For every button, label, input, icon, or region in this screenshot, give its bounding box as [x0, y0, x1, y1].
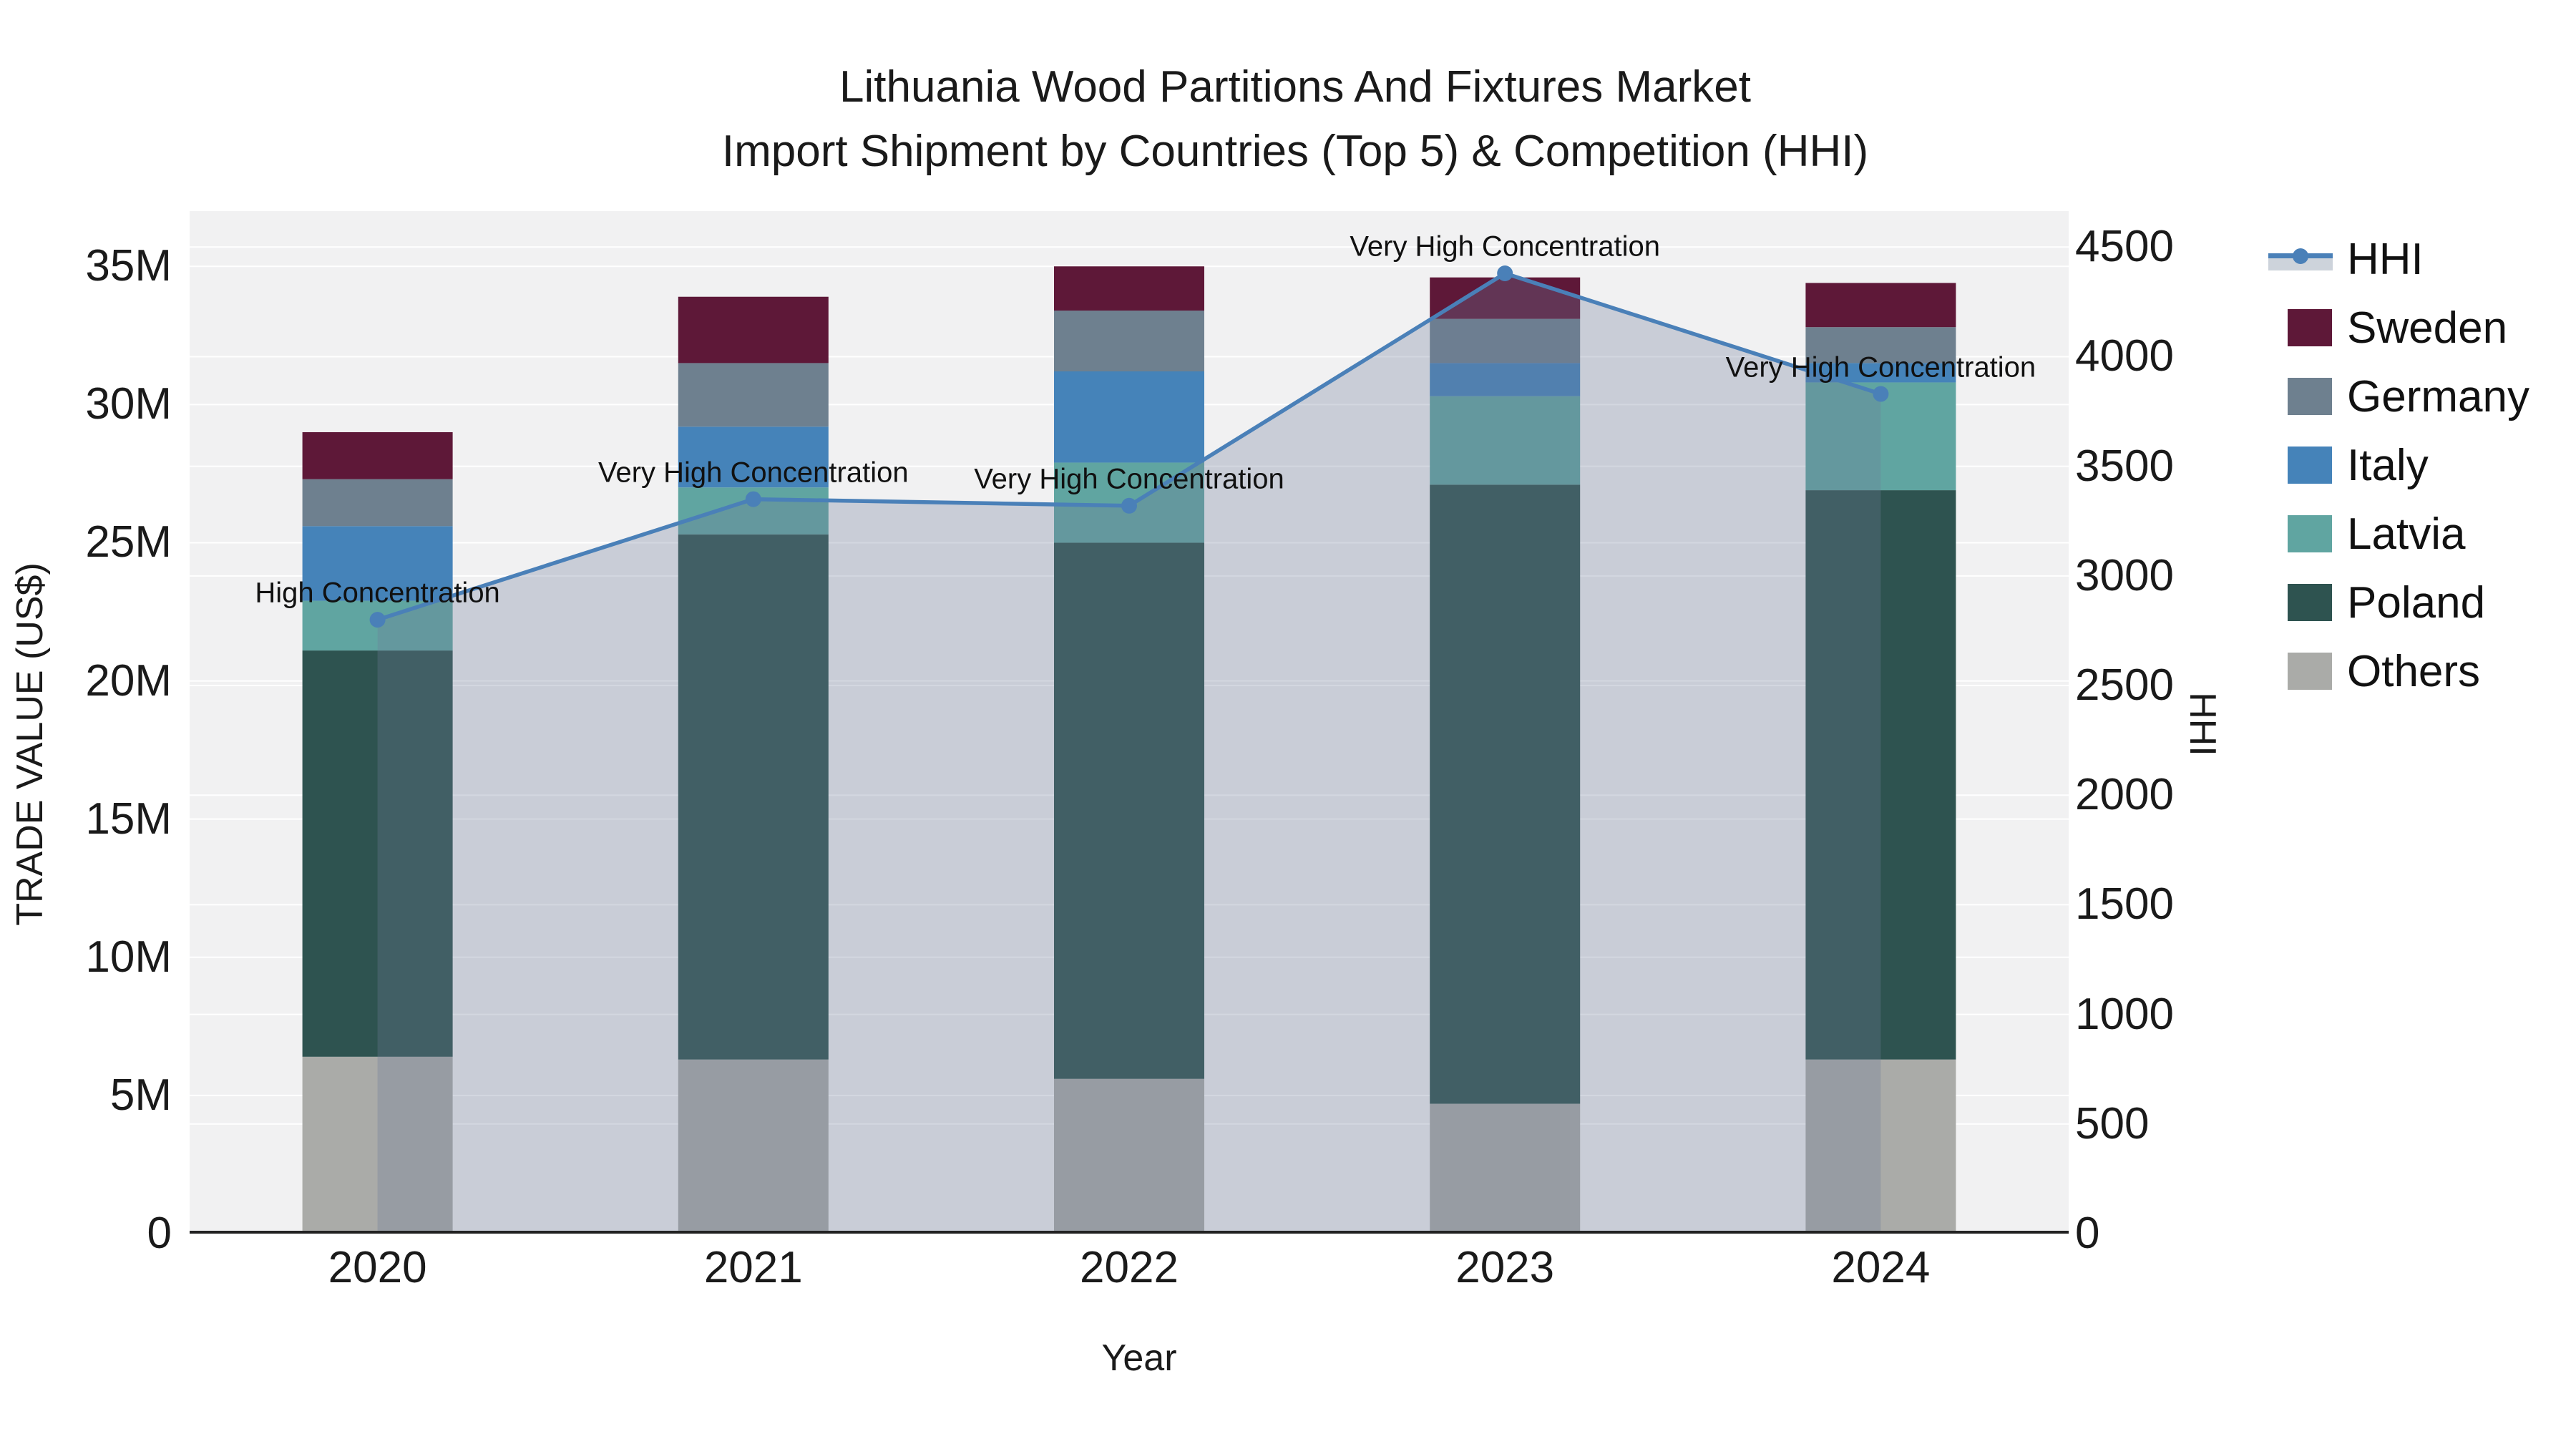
bar-segment-germany-2024 [1805, 327, 1956, 364]
legend-item-poland[interactable]: Poland [2268, 568, 2529, 637]
annotation-2023: Very High Concentration [1350, 230, 1660, 263]
legend-swatch-italy [2288, 447, 2332, 484]
legend-item-others[interactable]: Others [2268, 637, 2529, 706]
bar-segment-poland-2021 [678, 534, 829, 1060]
x-tick-2023: 2023 [1455, 1243, 1555, 1292]
hhi-marker-2020 [369, 612, 386, 628]
bar-segment-sweden-2021 [678, 296, 829, 364]
y-right-tick-1500: 1500 [2075, 879, 2174, 930]
bar-segment-others-2020 [302, 1056, 453, 1234]
legend-label: Others [2347, 646, 2481, 696]
y-left-axis-title: TRADE VALUE (US$) [9, 562, 51, 926]
annotation-2020: High Concentration [255, 577, 500, 609]
legend-item-germany[interactable]: Germany [2268, 362, 2529, 431]
annotation-2022: Very High Concentration [974, 463, 1284, 495]
bar-segment-italy-2020 [302, 526, 453, 601]
bar-segment-germany-2021 [678, 363, 829, 427]
legend-item-hhi[interactable]: HHI [2268, 225, 2529, 293]
bar-segment-others-2022 [1054, 1078, 1204, 1234]
legend-swatch-others [2288, 653, 2332, 690]
legend-swatch-poland [2288, 584, 2332, 621]
chart-title-line2: Import Shipment by Countries (Top 5) & C… [721, 127, 1869, 176]
bar-segment-sweden-2023 [1430, 277, 1581, 319]
chart-title-line1: Lithuania Wood Partitions And Fixtures M… [839, 62, 1751, 112]
x-axis-title: Year [1101, 1337, 1177, 1379]
y-left-tick-35M: 35M [85, 241, 172, 291]
y-left-tick-25M: 25M [85, 517, 172, 567]
y-right-tick-3500: 3500 [2075, 441, 2174, 491]
legend-item-sweden[interactable]: Sweden [2268, 293, 2529, 362]
legend-label: HHI [2347, 234, 2424, 284]
bar-segment-others-2023 [1430, 1103, 1581, 1234]
legend-label: Italy [2347, 440, 2429, 490]
x-tick-2024: 2024 [1831, 1243, 1931, 1292]
bar-segment-germany-2022 [1054, 311, 1204, 372]
y-left-tick-10M: 10M [85, 932, 172, 982]
legend-label: Poland [2347, 577, 2486, 628]
bar-segment-poland-2022 [1054, 542, 1204, 1079]
legend-swatch-latvia [2288, 515, 2332, 552]
hhi-marker-2022 [1121, 497, 1137, 514]
bar-segment-latvia-2023 [1430, 396, 1581, 485]
legend-swatch-sweden [2288, 309, 2332, 346]
legend-item-latvia[interactable]: Latvia [2268, 499, 2529, 568]
hhi-marker-2024 [1873, 386, 1889, 402]
annotation-2021: Very High Concentration [598, 457, 909, 489]
bar-segment-sweden-2024 [1805, 283, 1956, 328]
x-tick-2020: 2020 [328, 1243, 427, 1292]
legend-label: Latvia [2347, 509, 2466, 559]
legend: HHI Sweden Germany Italy Latvia Poland Others [2268, 225, 2529, 706]
hhi-area-fill [377, 273, 1881, 1234]
legend-swatch-germany [2288, 378, 2332, 415]
y-right-axis-title: HHI [2182, 692, 2223, 756]
bar-segment-poland-2023 [1430, 484, 1581, 1104]
bar-segment-others-2024 [1805, 1059, 1956, 1234]
annotation-2024: Very High Concentration [1725, 351, 2036, 384]
bar-segment-poland-2020 [302, 650, 453, 1057]
y-right-tick-4000: 4000 [2075, 331, 2174, 381]
y-right-tick-0: 0 [2075, 1209, 2100, 1258]
bar-segment-germany-2020 [302, 479, 453, 527]
y-left-tick-15M: 15M [85, 794, 172, 844]
y-left-tick-20M: 20M [85, 655, 172, 706]
legend-label: Germany [2347, 371, 2529, 421]
bar-segment-germany-2023 [1430, 318, 1581, 364]
plot-area [190, 211, 2069, 1234]
y-right-tick-1000: 1000 [2075, 989, 2174, 1039]
x-tick-2022: 2022 [1080, 1243, 1179, 1292]
bar-segment-others-2021 [678, 1059, 829, 1234]
bar-segment-sweden-2022 [1054, 266, 1204, 311]
y-left-tick-5M: 5M [109, 1070, 172, 1120]
legend-item-italy[interactable]: Italy [2268, 431, 2529, 499]
hhi-marker-2021 [745, 491, 761, 507]
bar-segment-poland-2024 [1805, 490, 1956, 1060]
bar-segment-italy-2021 [678, 426, 829, 488]
y-right-tick-4500: 4500 [2075, 222, 2174, 272]
legend-label: Sweden [2347, 303, 2508, 353]
y-left-tick-0: 0 [147, 1209, 172, 1258]
y-right-tick-2000: 2000 [2075, 770, 2174, 820]
bar-segment-italy-2022 [1054, 371, 1204, 463]
hhi-marker-2023 [1497, 265, 1513, 282]
y-left-tick-30M: 30M [85, 379, 172, 429]
x-tick-2021: 2021 [703, 1243, 803, 1292]
bar-segment-sweden-2020 [302, 431, 453, 479]
y-right-tick-2500: 2500 [2075, 660, 2174, 711]
y-right-tick-500: 500 [2075, 1098, 2150, 1148]
y-right-tick-3000: 3000 [2075, 550, 2174, 600]
bar-segment-italy-2023 [1430, 363, 1581, 396]
hhi-line-icon [2268, 243, 2333, 275]
